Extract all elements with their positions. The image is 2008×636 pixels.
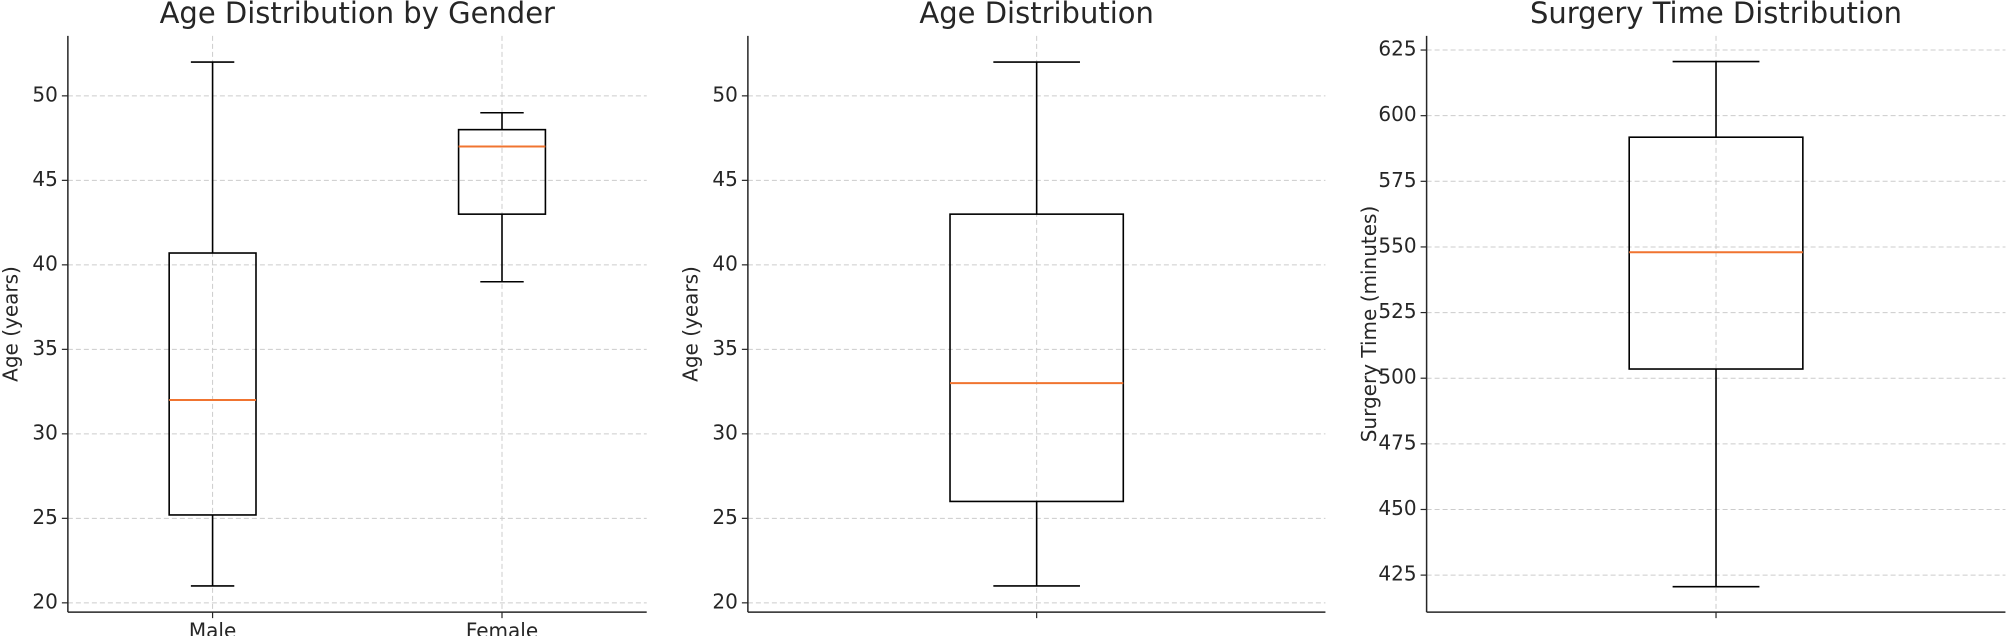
y-tick-label: 30 <box>32 420 57 444</box>
y-tick-label: 50 <box>32 82 57 106</box>
y-tick-label: 550 <box>1378 233 1416 257</box>
chart-title: Age Distribution <box>919 0 1154 30</box>
y-tick-label: 625 <box>1378 37 1416 61</box>
y-tick-label: 45 <box>712 167 737 191</box>
y-tick-label: 45 <box>32 167 57 191</box>
y-tick-label: 25 <box>712 505 737 529</box>
y-tick-label: 600 <box>1378 102 1416 126</box>
y-tick-label: 475 <box>1378 430 1416 454</box>
box <box>949 213 1125 503</box>
y-tick-label: 425 <box>1378 562 1416 586</box>
y-tick-label: 525 <box>1378 299 1416 323</box>
y-tick-label: 35 <box>32 336 57 360</box>
y-tick-label: 450 <box>1378 496 1416 520</box>
y-tick-label: 35 <box>712 336 737 360</box>
y-tick-label: 30 <box>712 420 737 444</box>
y-tick-label: 575 <box>1378 168 1416 192</box>
box <box>457 128 547 215</box>
y-tick-label: 20 <box>32 589 57 613</box>
y-tick-label: 500 <box>1378 365 1416 389</box>
y-tick-label: 50 <box>712 82 737 106</box>
chart-title: Surgery Time Distribution <box>1530 0 1902 30</box>
x-tick-label: Female <box>466 619 538 636</box>
x-tick-label: Male <box>189 619 236 636</box>
chart-title: Age Distribution by Gender <box>160 0 555 30</box>
y-axis-label: Surgery Time (minutes) <box>1357 206 1381 443</box>
y-tick-label: 40 <box>712 251 737 275</box>
y-tick-label: 25 <box>32 505 57 529</box>
y-axis-label: Age (years) <box>678 266 702 382</box>
y-axis-label: Age (years) <box>0 266 22 382</box>
box <box>168 252 257 516</box>
y-tick-label: 40 <box>32 251 57 275</box>
y-tick-label: 20 <box>712 589 737 613</box>
